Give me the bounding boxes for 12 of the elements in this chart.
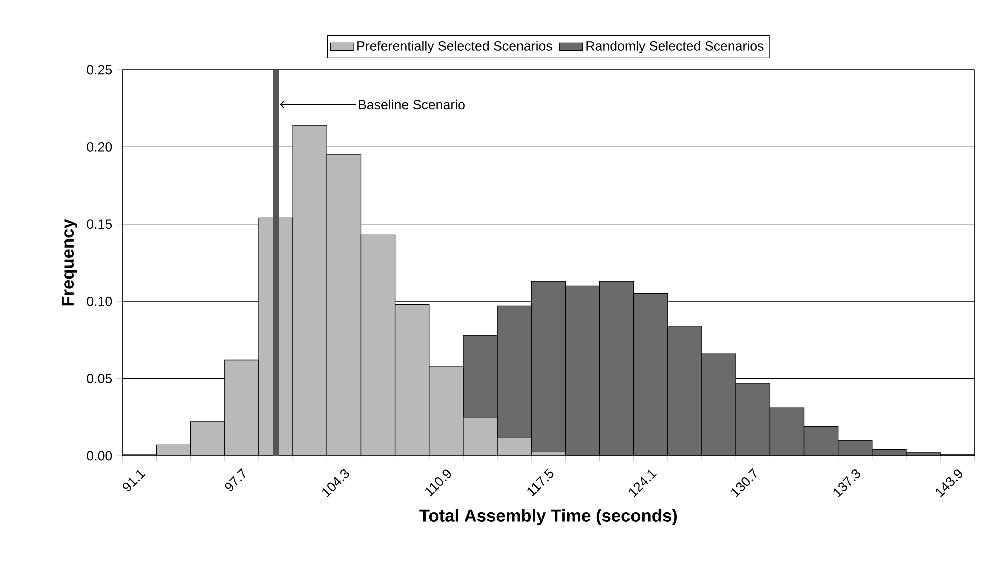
legend-label: Randomly Selected Scenarios — [586, 41, 764, 54]
y-axis-title: Frequency — [62, 219, 78, 306]
ref-line-label: Baseline Scenario — [359, 100, 465, 110]
y-tick-label: 0.20 — [87, 142, 112, 152]
y-tick-label: 0.15 — [87, 220, 112, 230]
legend-label: Preferentially Selected Scenarios — [358, 41, 552, 54]
x-axis-title: Total Assembly Time (seconds) — [420, 509, 678, 526]
x-tick-label: 91.1 — [122, 470, 146, 492]
y-tick-label: 0.25 — [87, 65, 112, 75]
y-tick-label: 0.00 — [87, 451, 112, 461]
y-tick-label: 0.05 — [87, 374, 112, 384]
y-tick-label: 0.10 — [87, 296, 112, 306]
